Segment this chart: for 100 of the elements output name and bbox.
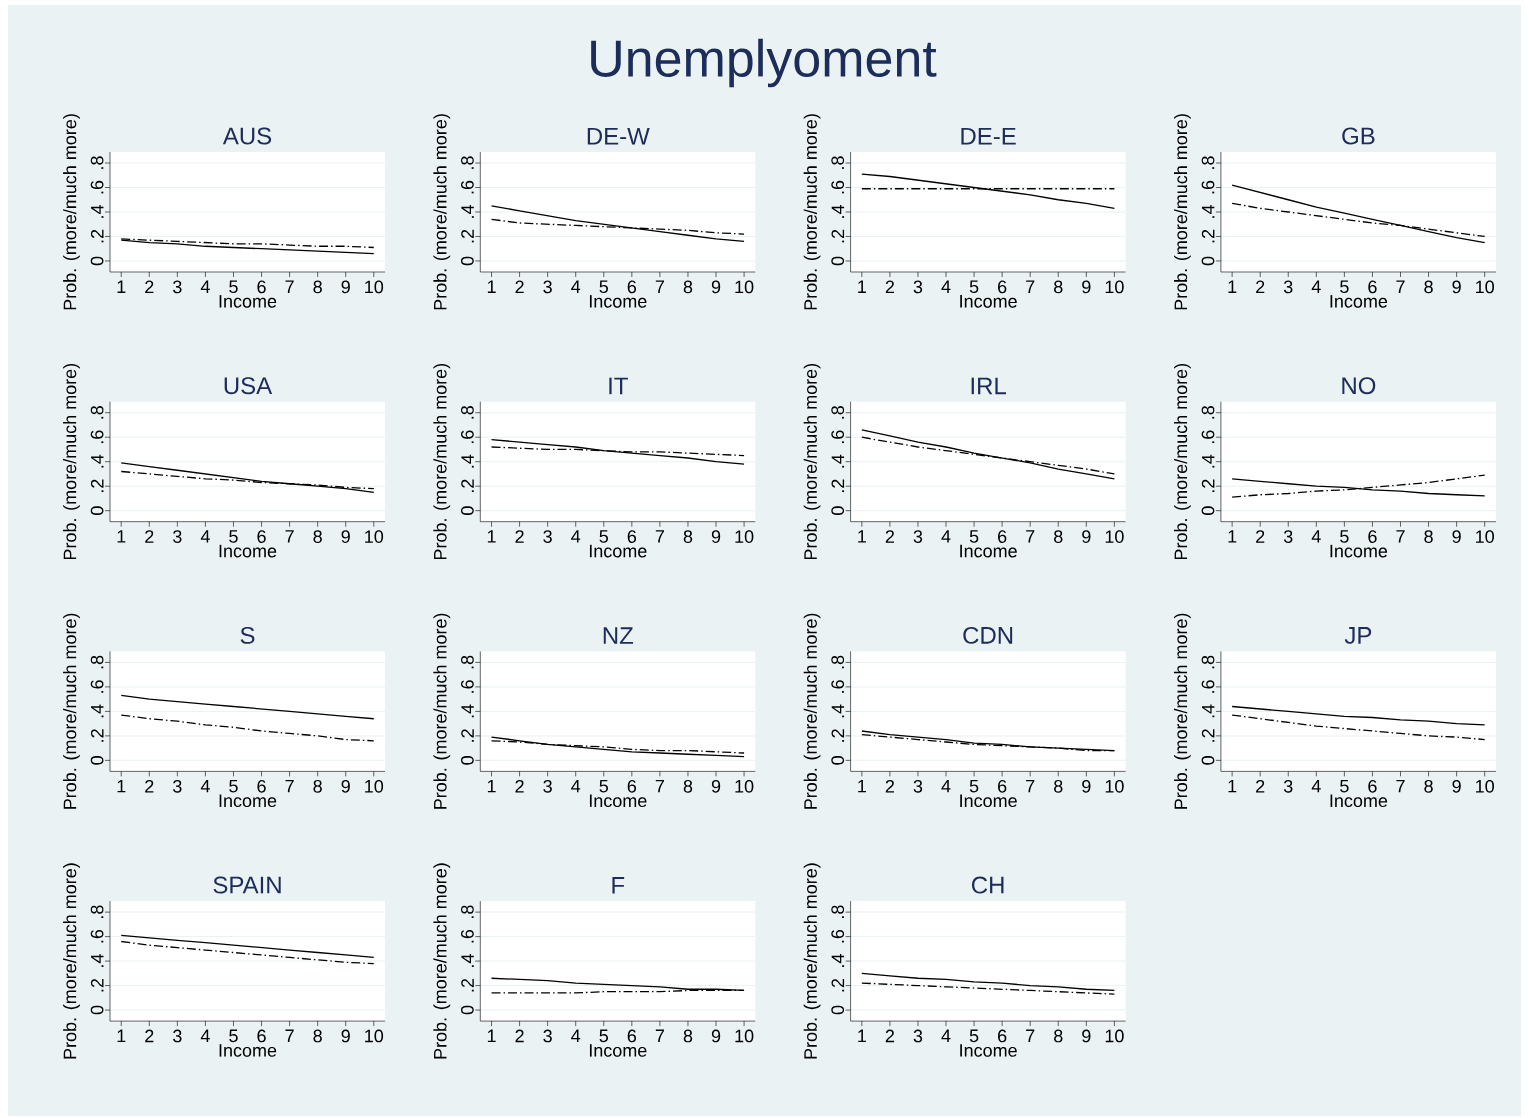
x-tick-label: 9 [711, 280, 721, 294]
x-tick-label: 6 [998, 1029, 1007, 1043]
y-tick-label: .8 [831, 156, 845, 169]
x-tick-label: 1 [117, 530, 126, 543]
x-tick-label: 8 [1424, 280, 1433, 294]
x-tick-label: 10 [735, 1029, 754, 1043]
x-tick-label: 5 [969, 280, 979, 294]
x-tick-label: 7 [655, 280, 664, 293]
x-tick-label: 5 [969, 1029, 979, 1043]
y-tick-label: .8 [831, 655, 845, 669]
x-tick-label: 4 [571, 1029, 581, 1042]
x-tick-label: 6 [1368, 280, 1377, 294]
y-tick-label: 0 [461, 506, 474, 515]
x-tick-label: 6 [998, 530, 1007, 543]
x-tick-label: 7 [285, 779, 294, 793]
y-tick-label: .2 [831, 479, 845, 493]
x-tick-label: 4 [1311, 280, 1321, 293]
y-tick-label: 0 [461, 756, 474, 765]
y-tick-label: 0 [90, 1005, 104, 1015]
chart-title: S [240, 626, 255, 644]
x-tick-label: 10 [735, 779, 754, 793]
x-tick-label: 9 [341, 1029, 350, 1043]
x-tick-label: 4 [1311, 779, 1321, 793]
x-tick-label: 1 [487, 779, 496, 793]
x-tick-label: 7 [1396, 280, 1405, 293]
y-tick-label: .8 [831, 405, 845, 419]
x-axis-title: Income [219, 1044, 277, 1057]
chart-title: CH [972, 876, 1004, 894]
y-tick-label: 0 [831, 506, 845, 515]
y-axis-title: Prob. (more/much more) [1173, 114, 1191, 310]
x-axis-title: Income [960, 794, 1017, 808]
x-tick-label: 4 [571, 530, 581, 543]
y-axis-title: Prob. (more/much more) [1173, 363, 1191, 560]
y-tick-label: 0 [90, 506, 104, 515]
x-tick-label: 6 [1368, 779, 1377, 793]
y-tick-label: .8 [90, 655, 104, 669]
y-axis-title: Prob. (more/much more) [803, 863, 821, 1059]
x-tick-label: 10 [735, 530, 754, 543]
y-tick-label: .4 [91, 704, 104, 718]
x-tick-label: 8 [1424, 779, 1433, 793]
x-tick-label: 2 [1256, 530, 1265, 543]
y-tick-label: .6 [461, 680, 474, 693]
x-tick-label: 10 [1105, 1029, 1124, 1043]
x-tick-label: 3 [913, 779, 923, 793]
x-tick-label: 9 [1082, 779, 1091, 793]
x-tick-label: 6 [627, 779, 637, 793]
y-tick-label: .6 [90, 430, 104, 444]
y-axis-title: Prob. (more/much more) [63, 863, 80, 1059]
x-tick-label: 1 [487, 280, 496, 293]
x-tick-label: 10 [1476, 530, 1494, 543]
x-tick-label: 6 [998, 280, 1007, 294]
chart-title: NO [1342, 377, 1376, 395]
x-tick-label: 10 [365, 280, 384, 294]
chart-title: GB [1342, 127, 1375, 145]
y-axis-title: Prob. (more/much more) [803, 613, 821, 809]
x-tick-label: 2 [885, 280, 894, 294]
y-tick-label: .4 [91, 954, 104, 967]
x-tick-label: 4 [571, 779, 581, 793]
chart-title: CDN [963, 626, 1013, 644]
x-tick-label: 8 [313, 779, 322, 793]
y-tick-label: .8 [1201, 655, 1215, 669]
x-tick-label: 3 [543, 1029, 552, 1043]
x-tick-label: 6 [627, 1029, 637, 1043]
y-tick-label: .6 [831, 929, 845, 943]
x-tick-label: 4 [941, 779, 951, 793]
x-tick-label: 7 [1026, 1029, 1035, 1042]
x-tick-label: 7 [285, 1029, 294, 1042]
x-tick-label: 4 [1311, 530, 1321, 543]
x-tick-label: 3 [1283, 779, 1293, 793]
y-tick-label: 0 [1201, 256, 1215, 266]
x-tick-label: 3 [913, 1029, 923, 1043]
x-tick-label: 3 [173, 530, 182, 543]
x-tick-label: 9 [1082, 530, 1091, 543]
x-axis-title: Income [1330, 794, 1388, 808]
x-tick-label: 1 [1228, 530, 1237, 543]
x-tick-label: 5 [229, 280, 238, 294]
x-tick-label: 7 [1026, 779, 1035, 793]
x-tick-label: 9 [1452, 280, 1461, 294]
y-tick-label: .4 [461, 704, 474, 718]
x-tick-label: 2 [1256, 779, 1265, 793]
y-tick-label: .2 [90, 978, 104, 992]
chart-title: IT [609, 377, 628, 395]
chart-title: JP [1344, 627, 1372, 644]
x-tick-label: 2 [515, 1029, 524, 1043]
y-axis-title: Prob. (more/much more) [63, 613, 80, 809]
y-tick-label: .6 [90, 929, 104, 943]
x-tick-label: 3 [173, 779, 182, 793]
line-series [861, 972, 1116, 992]
x-tick-label: 4 [200, 1029, 210, 1042]
y-tick-label: .2 [1201, 479, 1215, 493]
x-tick-label: 9 [711, 1029, 721, 1043]
x-tick-label: 2 [145, 530, 154, 543]
chart-title: USA [224, 377, 273, 395]
x-axis-title: Income [960, 1044, 1017, 1057]
x-tick-label: 7 [1026, 530, 1035, 543]
y-tick-label: .4 [91, 205, 104, 218]
x-tick-label: 1 [858, 779, 866, 793]
y-tick-label: .6 [90, 180, 104, 194]
x-tick-label: 6 [627, 280, 637, 294]
y-tick-label: 0 [831, 256, 845, 266]
